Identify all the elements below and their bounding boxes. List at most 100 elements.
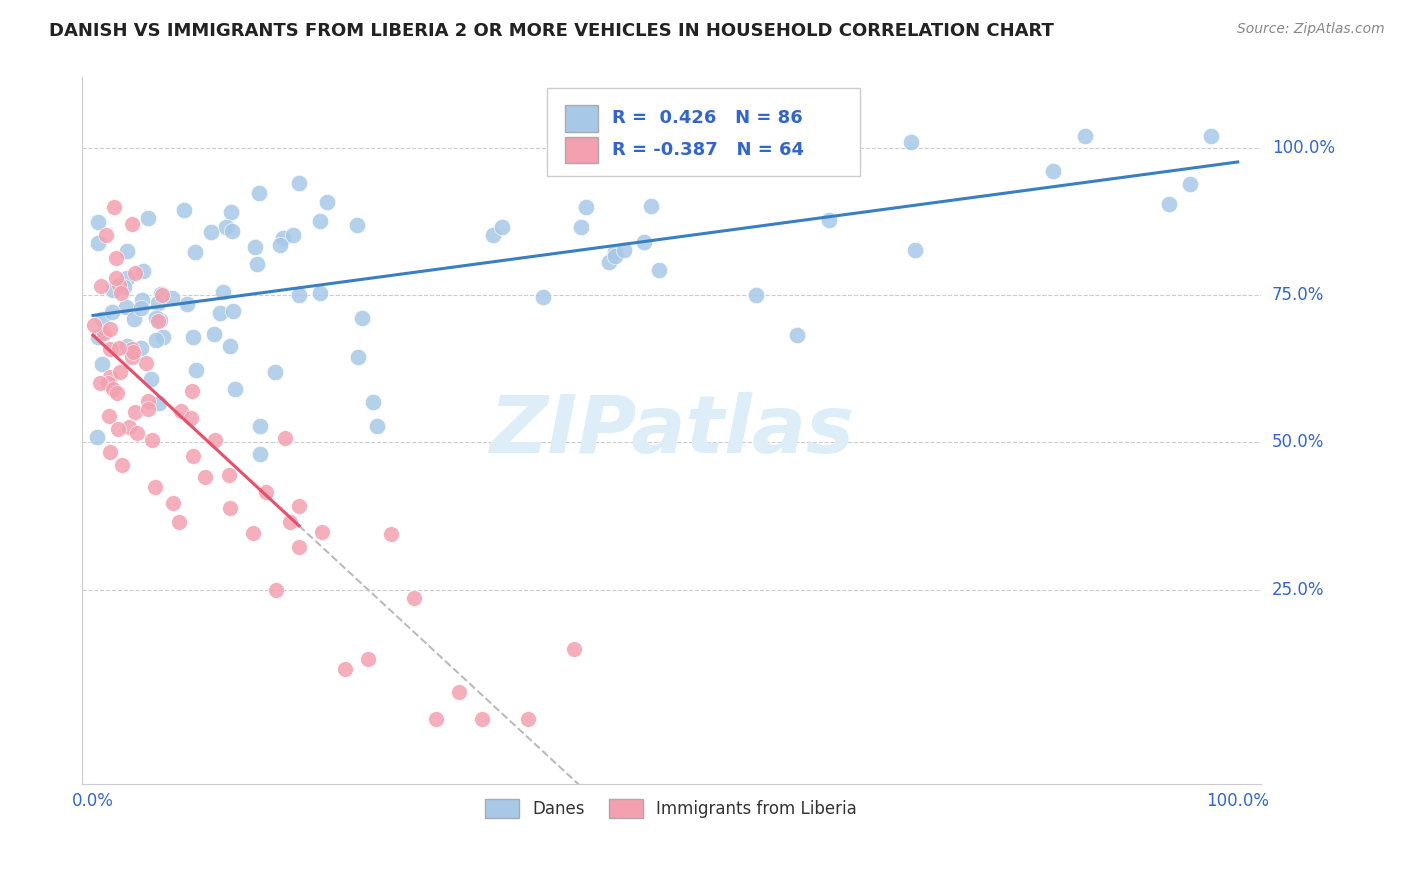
- Point: [131, 293, 153, 307]
- Point: [121, 350, 143, 364]
- Point: [90, 312, 112, 326]
- Text: R = -0.387   N = 64: R = -0.387 N = 64: [612, 141, 804, 159]
- Point: [162, 496, 184, 510]
- Point: [650, 142, 672, 156]
- Point: [104, 270, 127, 285]
- Point: [818, 213, 841, 227]
- Point: [1042, 164, 1064, 178]
- Point: [517, 712, 540, 726]
- Point: [491, 219, 513, 234]
- Point: [269, 237, 291, 252]
- Point: [264, 582, 287, 597]
- Point: [108, 366, 131, 380]
- Point: [263, 365, 285, 379]
- Point: [613, 243, 636, 257]
- Point: [333, 662, 356, 676]
- Point: [346, 218, 368, 232]
- Point: [242, 526, 264, 541]
- Point: [136, 394, 159, 409]
- Point: [652, 160, 675, 174]
- Point: [167, 516, 190, 530]
- Text: ZIPatlas: ZIPatlas: [489, 392, 853, 469]
- Point: [143, 480, 166, 494]
- Point: [98, 409, 121, 424]
- Point: [633, 235, 655, 249]
- Point: [121, 343, 143, 357]
- Point: [162, 291, 184, 305]
- Point: [122, 312, 145, 326]
- Point: [87, 330, 110, 344]
- Point: [204, 434, 226, 448]
- Text: 50.0%: 50.0%: [1272, 434, 1324, 451]
- Point: [449, 685, 471, 699]
- FancyBboxPatch shape: [565, 136, 598, 163]
- Point: [347, 350, 370, 364]
- Point: [281, 228, 304, 243]
- Point: [287, 176, 309, 190]
- Point: [107, 277, 129, 292]
- Point: [569, 219, 592, 234]
- Point: [129, 301, 152, 315]
- Point: [288, 541, 311, 555]
- Point: [219, 205, 242, 219]
- Point: [96, 228, 118, 243]
- Text: Source: ZipAtlas.com: Source: ZipAtlas.com: [1237, 22, 1385, 37]
- Point: [149, 312, 172, 326]
- Point: [744, 288, 766, 302]
- Point: [103, 200, 125, 214]
- Legend: Danes, Immigrants from Liberia: Danes, Immigrants from Liberia: [478, 792, 863, 825]
- Point: [224, 383, 246, 397]
- Point: [181, 449, 204, 463]
- Point: [169, 404, 191, 418]
- Point: [150, 288, 173, 302]
- Point: [287, 288, 309, 302]
- Point: [215, 219, 238, 234]
- Point: [152, 330, 174, 344]
- Point: [125, 426, 148, 441]
- Point: [89, 376, 111, 391]
- Point: [366, 419, 388, 434]
- Point: [249, 447, 271, 461]
- Point: [105, 251, 128, 265]
- Point: [100, 369, 122, 384]
- Point: [271, 230, 294, 244]
- Point: [107, 422, 129, 436]
- Point: [249, 418, 271, 433]
- Text: DANISH VS IMMIGRANTS FROM LIBERIA 2 OR MORE VEHICLES IN HOUSEHOLD CORRELATION CH: DANISH VS IMMIGRANTS FROM LIBERIA 2 OR M…: [49, 22, 1054, 40]
- Point: [146, 313, 169, 327]
- Point: [110, 286, 132, 301]
- Point: [176, 297, 198, 311]
- Point: [357, 652, 380, 666]
- Point: [598, 255, 620, 269]
- Point: [115, 270, 138, 285]
- Point: [247, 186, 270, 201]
- Point: [181, 329, 204, 343]
- Point: [219, 500, 242, 515]
- Point: [308, 214, 330, 228]
- Point: [562, 641, 585, 656]
- Text: 75.0%: 75.0%: [1272, 286, 1324, 304]
- Point: [640, 199, 662, 213]
- Point: [288, 499, 311, 513]
- Point: [145, 334, 167, 348]
- Point: [83, 318, 105, 332]
- Point: [218, 339, 240, 353]
- Point: [141, 434, 163, 448]
- Point: [136, 211, 159, 225]
- FancyBboxPatch shape: [547, 88, 860, 177]
- Point: [136, 402, 159, 417]
- Point: [97, 376, 120, 391]
- Point: [100, 342, 122, 356]
- Point: [173, 203, 195, 218]
- Point: [105, 386, 128, 401]
- Point: [87, 236, 110, 251]
- Point: [118, 419, 141, 434]
- Point: [121, 217, 143, 231]
- Point: [603, 249, 626, 263]
- Point: [87, 215, 110, 229]
- Point: [200, 225, 222, 239]
- Point: [311, 524, 333, 539]
- Point: [149, 286, 172, 301]
- Point: [101, 305, 124, 319]
- Point: [278, 515, 301, 529]
